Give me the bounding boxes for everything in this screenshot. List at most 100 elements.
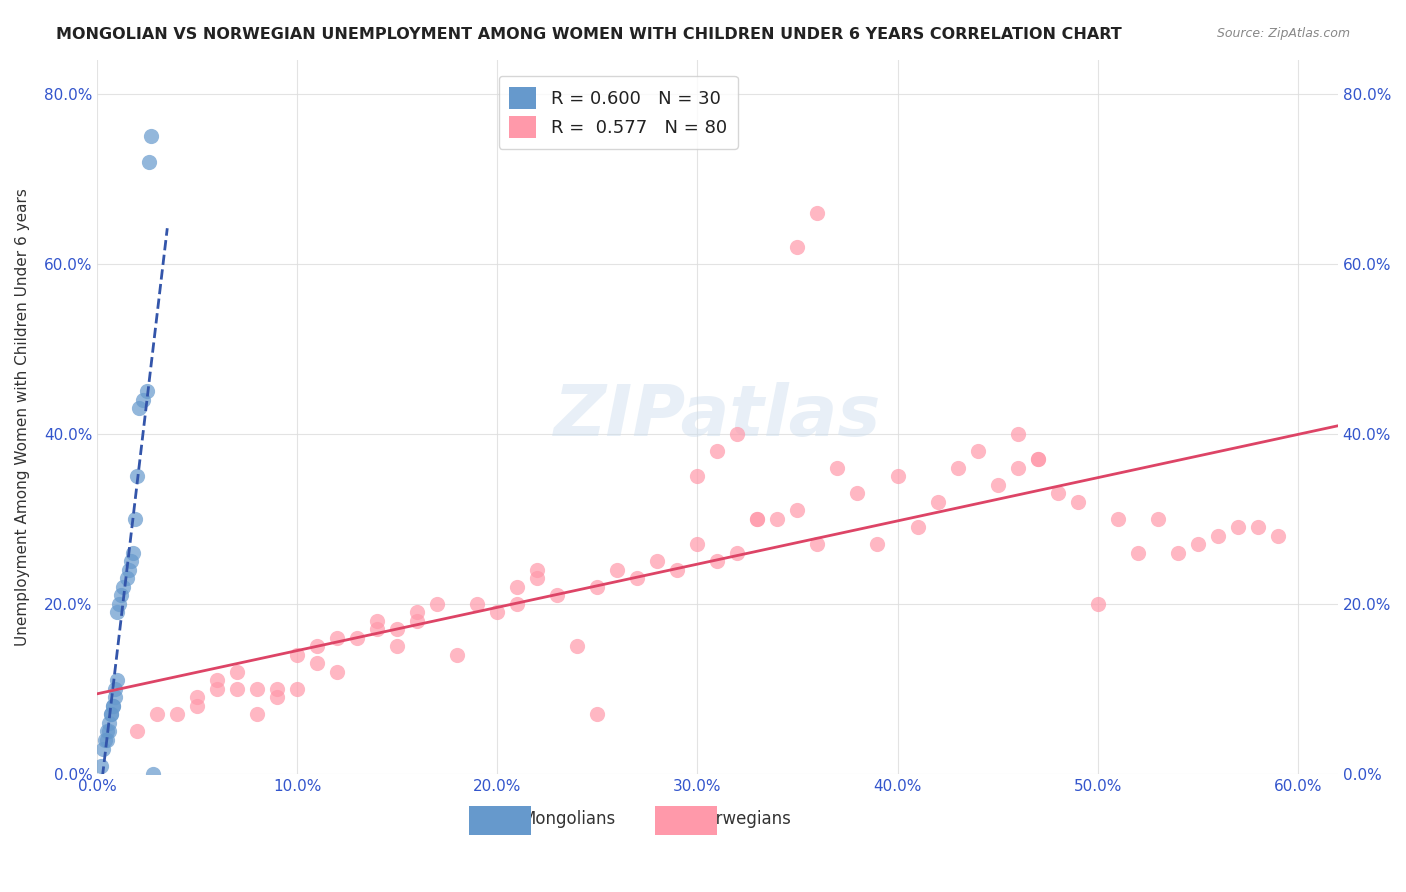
Point <box>226 681 249 696</box>
Bar <box>655 806 717 835</box>
Point <box>285 681 308 696</box>
Point <box>747 512 769 526</box>
Point <box>526 571 548 585</box>
Point <box>91 741 114 756</box>
Point <box>207 681 229 696</box>
Point <box>94 733 117 747</box>
Point <box>506 580 529 594</box>
Point <box>117 571 139 585</box>
Point <box>647 554 669 568</box>
Point <box>307 640 329 654</box>
Point <box>706 554 728 568</box>
Point <box>806 205 828 219</box>
Point <box>387 623 409 637</box>
Point <box>886 469 908 483</box>
Point <box>786 503 808 517</box>
Point <box>98 724 121 739</box>
Point <box>246 707 269 722</box>
Point <box>1126 546 1149 560</box>
Point <box>266 681 288 696</box>
Point <box>1026 452 1049 467</box>
Point <box>1007 426 1029 441</box>
Point <box>103 698 125 713</box>
Point <box>806 537 828 551</box>
Point <box>186 698 208 713</box>
Point <box>1087 597 1109 611</box>
Point <box>686 537 709 551</box>
Point <box>406 614 429 628</box>
Point <box>138 154 160 169</box>
Point <box>118 563 141 577</box>
Point <box>146 707 169 722</box>
Point <box>366 614 388 628</box>
Point <box>1107 512 1129 526</box>
Point <box>366 623 388 637</box>
Point <box>100 707 122 722</box>
Text: Source: ZipAtlas.com: Source: ZipAtlas.com <box>1216 27 1350 40</box>
Point <box>626 571 648 585</box>
Point <box>128 401 150 416</box>
Point <box>446 648 468 662</box>
Legend: R = 0.600   N = 30, R =  0.577   N = 80: R = 0.600 N = 30, R = 0.577 N = 80 <box>499 76 738 149</box>
Point <box>606 563 628 577</box>
Point <box>326 631 349 645</box>
Point <box>186 690 208 705</box>
Point <box>98 716 121 731</box>
Point <box>104 681 127 696</box>
Point <box>226 665 249 679</box>
Point <box>586 707 609 722</box>
Point <box>96 733 118 747</box>
Point <box>567 640 589 654</box>
Point <box>112 580 135 594</box>
Point <box>120 554 142 568</box>
Point <box>266 690 288 705</box>
Text: MONGOLIAN VS NORWEGIAN UNEMPLOYMENT AMONG WOMEN WITH CHILDREN UNDER 6 YEARS CORR: MONGOLIAN VS NORWEGIAN UNEMPLOYMENT AMON… <box>56 27 1122 42</box>
Point <box>1206 529 1229 543</box>
Point <box>986 478 1008 492</box>
Point <box>132 392 155 407</box>
Point <box>136 384 159 399</box>
Point <box>108 597 131 611</box>
Point <box>104 690 127 705</box>
Point <box>467 597 489 611</box>
Point <box>866 537 889 551</box>
Point <box>90 758 112 772</box>
Point <box>946 460 969 475</box>
Bar <box>470 806 531 835</box>
Point <box>1007 460 1029 475</box>
Point <box>706 443 728 458</box>
Point <box>1267 529 1289 543</box>
Text: Mongolians: Mongolians <box>522 810 616 828</box>
Text: Norwegians: Norwegians <box>693 810 792 828</box>
Point <box>666 563 689 577</box>
Text: ZIPatlas: ZIPatlas <box>554 383 882 451</box>
Point <box>100 707 122 722</box>
Point <box>124 512 146 526</box>
Point <box>142 767 165 781</box>
Point <box>506 597 529 611</box>
Point <box>406 606 429 620</box>
Point <box>1167 546 1189 560</box>
Point <box>526 563 548 577</box>
Point <box>786 240 808 254</box>
Point <box>1226 520 1249 534</box>
Point <box>827 460 849 475</box>
Point <box>686 469 709 483</box>
Point <box>96 724 118 739</box>
Point <box>105 606 128 620</box>
Point <box>166 707 188 722</box>
Point <box>127 469 149 483</box>
Point <box>110 589 132 603</box>
Point <box>846 486 869 500</box>
Point <box>966 443 988 458</box>
Point <box>326 665 349 679</box>
Point <box>766 512 789 526</box>
Y-axis label: Unemployment Among Women with Children Under 6 years: Unemployment Among Women with Children U… <box>15 188 30 646</box>
Point <box>103 698 125 713</box>
Point <box>546 589 568 603</box>
Point <box>907 520 929 534</box>
Point <box>727 546 749 560</box>
Point <box>1026 452 1049 467</box>
Point <box>285 648 308 662</box>
Point <box>122 546 145 560</box>
